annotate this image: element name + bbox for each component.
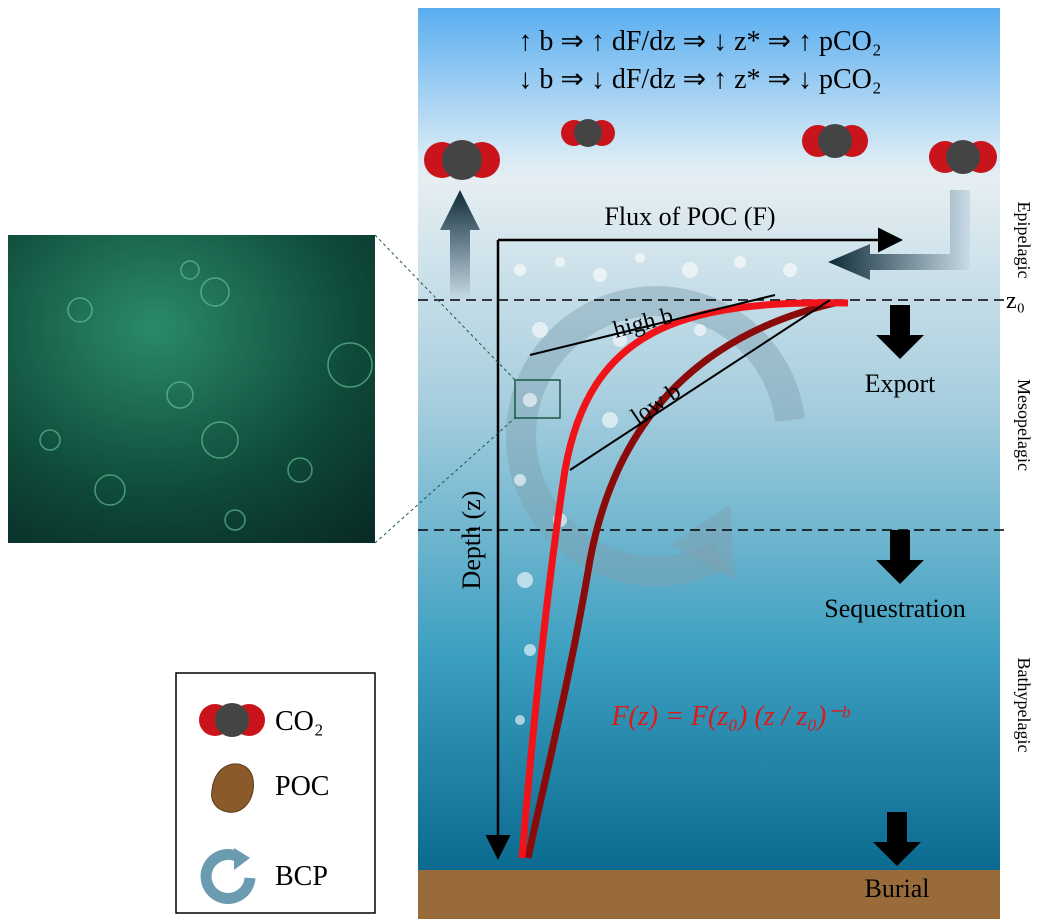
stage-label: Export	[865, 369, 937, 398]
stage-label: Burial	[865, 874, 930, 903]
zone-label: Bathypelagic	[1014, 658, 1034, 753]
legend-label: POC	[275, 771, 329, 802]
diagram: ↑ b ⇒ ↑ dF/dz ⇒ ↓ z* ⇒ ↑ pCO₂ ↓ b ⇒ ↓ dF…	[0, 0, 1040, 919]
legend-label: BCP	[275, 861, 328, 892]
x-axis-label: Flux of POC (F)	[604, 202, 775, 231]
zone-label: Mesopelagic	[1014, 379, 1034, 471]
equation: ↓ b ⇒ ↓ dF/dz ⇒ ↑ z* ⇒ ↓ pCO₂	[518, 64, 881, 95]
zone-label: Epipelagic	[1014, 202, 1034, 279]
z0-label: z₀	[1006, 288, 1025, 314]
ocean	[418, 8, 1000, 870]
legend-co2-icon	[199, 703, 265, 737]
stage-label: Sequestration	[824, 594, 966, 623]
y-axis-label: Depth (z)	[457, 491, 486, 590]
formula: F(z) = F(z₀) (z / z₀)⁻ᵇ	[610, 701, 850, 732]
legend-label: CO₂	[275, 706, 324, 737]
equation: ↑ b ⇒ ↑ dF/dz ⇒ ↓ z* ⇒ ↑ pCO₂	[518, 26, 881, 57]
